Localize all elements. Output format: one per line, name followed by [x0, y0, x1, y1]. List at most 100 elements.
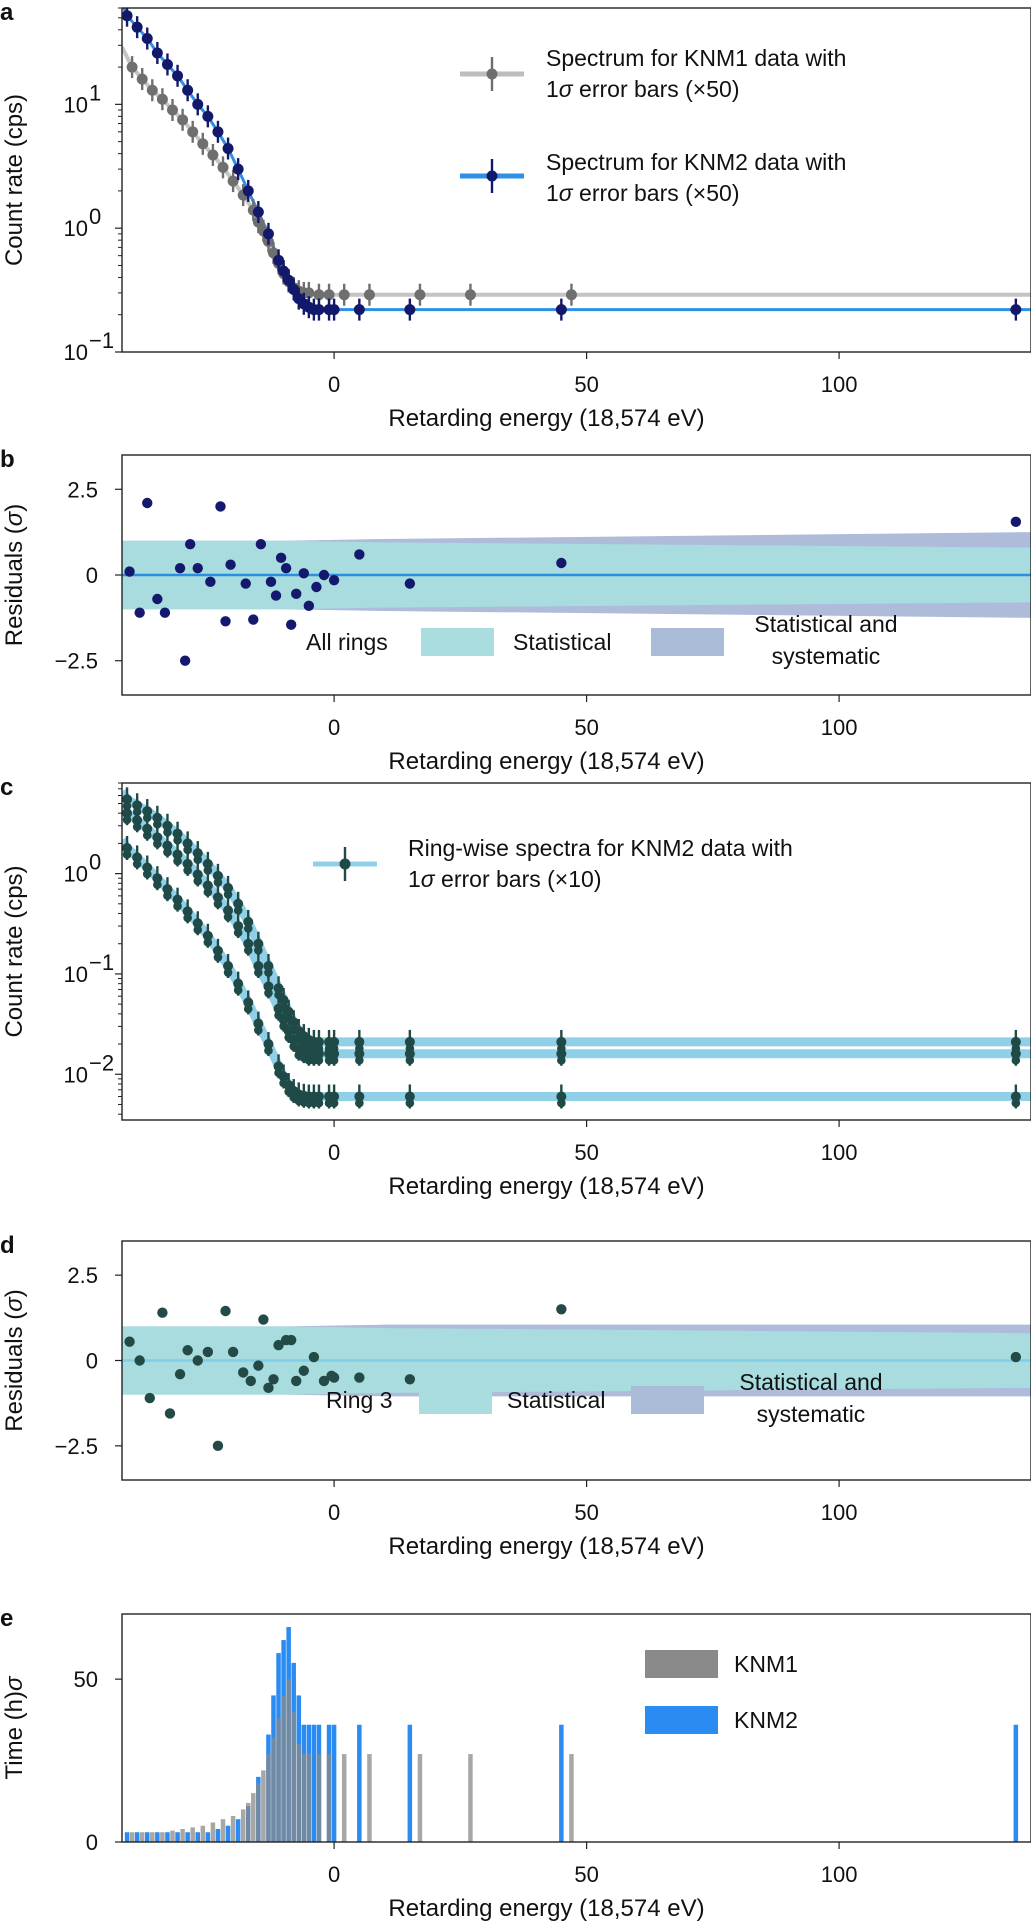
- data-point: [328, 304, 340, 316]
- data-point: [177, 114, 189, 126]
- data-point: [1010, 304, 1022, 316]
- bar-knm2: [407, 1724, 413, 1842]
- residual-point: [220, 1305, 231, 1317]
- data-point: [338, 289, 350, 301]
- bar-knm1: [190, 1827, 195, 1842]
- residual-point: [275, 552, 287, 564]
- data-point: [254, 968, 263, 977]
- data-point: [243, 938, 254, 949]
- data-point: [122, 808, 133, 819]
- data-point: [142, 823, 153, 834]
- y-tick-label: 10: [64, 862, 88, 887]
- data-point: [303, 287, 315, 299]
- x-tick-label: 0: [328, 1140, 340, 1165]
- residual-point: [253, 1360, 264, 1371]
- bar-knm1: [139, 1832, 145, 1842]
- data-point: [278, 265, 290, 277]
- residual-point: [134, 1355, 145, 1366]
- data-point: [122, 10, 133, 22]
- y-tick-exponent: −2: [89, 1050, 114, 1075]
- data-point: [197, 138, 209, 150]
- bar-knm2: [195, 1832, 200, 1842]
- data-point: [323, 289, 335, 301]
- residual-point: [225, 559, 236, 570]
- data-point: [264, 968, 273, 977]
- data-point: [557, 1098, 566, 1108]
- x-tick-label: 0: [328, 372, 340, 397]
- panel-letter-e: e: [0, 1605, 13, 1632]
- data-point: [313, 1091, 324, 1102]
- y-axis-label: Residuals (σ): [1, 504, 28, 647]
- y-tick-label: 10: [64, 1062, 88, 1087]
- residual-point: [157, 1307, 168, 1318]
- data-point: [142, 831, 152, 840]
- residual-point: [280, 562, 292, 574]
- residual-point: [328, 1372, 340, 1383]
- bar-knm1: [180, 1828, 185, 1842]
- data-point: [1011, 1098, 1021, 1108]
- data-point: [172, 70, 184, 82]
- legend-text: KNM1: [734, 1651, 798, 1677]
- data-point: [182, 84, 194, 96]
- data-point: [263, 960, 274, 971]
- legend-title: Ring 3: [326, 1387, 392, 1413]
- y-label-sigma: σ: [1, 510, 28, 526]
- bar-knm2: [185, 1832, 190, 1842]
- residual-point: [318, 1375, 330, 1387]
- legend-text: 1σ error bars (×10): [408, 866, 601, 892]
- legend-text: Ring-wise spectra for KNM2 data with: [408, 835, 793, 861]
- data-point: [363, 289, 375, 301]
- bar-knm1: [220, 1819, 226, 1842]
- data-point: [212, 870, 223, 881]
- x-tick-label: 0: [328, 1500, 340, 1525]
- y-tick-exponent: 0: [89, 204, 101, 229]
- x-axis-label: Retarding energy (18,574 eV): [388, 1533, 704, 1560]
- bar-knm1: [281, 1695, 286, 1842]
- legend-marker: [486, 68, 498, 80]
- data-point: [233, 978, 244, 989]
- data-point: [233, 906, 243, 915]
- data-point: [153, 880, 162, 890]
- panel-e: 0 50 100 Retarding energy (18,574 eV) 0 50 Tim…: [1, 1613, 1031, 1922]
- panel-letter-a: a: [0, 0, 14, 26]
- data-point: [142, 806, 153, 817]
- legend-text-part: 1: [546, 76, 559, 102]
- data-point: [233, 928, 243, 937]
- residual-point: [291, 588, 302, 600]
- data-point: [264, 988, 273, 998]
- residual-point: [311, 581, 322, 593]
- x-axis-label: Retarding energy (18,574 eV): [388, 405, 704, 432]
- residual-point: [144, 1392, 155, 1404]
- data-point: [243, 946, 253, 955]
- data-point: [253, 960, 264, 971]
- bar-knm1: [271, 1737, 276, 1842]
- data-point: [142, 862, 153, 873]
- residual-point: [215, 501, 226, 512]
- data-point: [173, 835, 182, 845]
- data-point: [278, 1071, 289, 1082]
- bar-knm1: [246, 1802, 251, 1842]
- data-point: [288, 283, 300, 295]
- residual-point: [179, 655, 191, 666]
- residual-point: [285, 1334, 297, 1346]
- y-label-sigma: σ: [1, 1296, 28, 1312]
- residual-point: [1010, 516, 1022, 528]
- y-tick-label: 0: [86, 563, 98, 588]
- legend-swatch-statistical: [421, 628, 494, 656]
- data-point: [404, 1048, 415, 1059]
- data-point: [141, 33, 153, 45]
- data-point: [404, 1091, 415, 1102]
- data-point: [213, 899, 223, 909]
- bar-knm2: [331, 1724, 337, 1842]
- legend-text-part: error bars (×50): [573, 180, 740, 206]
- data-point: [254, 1025, 263, 1035]
- legend-text: Spectrum for KNM1 data with: [546, 45, 846, 71]
- bar-knm1: [296, 1744, 301, 1842]
- residual-point: [263, 1382, 274, 1394]
- axes-frame: [121, 782, 1031, 1121]
- bar-knm2: [311, 1724, 317, 1842]
- data-point: [223, 882, 234, 893]
- bar-knm1: [569, 1754, 574, 1842]
- x-axis-label: Retarding energy (18,574 eV): [388, 748, 704, 775]
